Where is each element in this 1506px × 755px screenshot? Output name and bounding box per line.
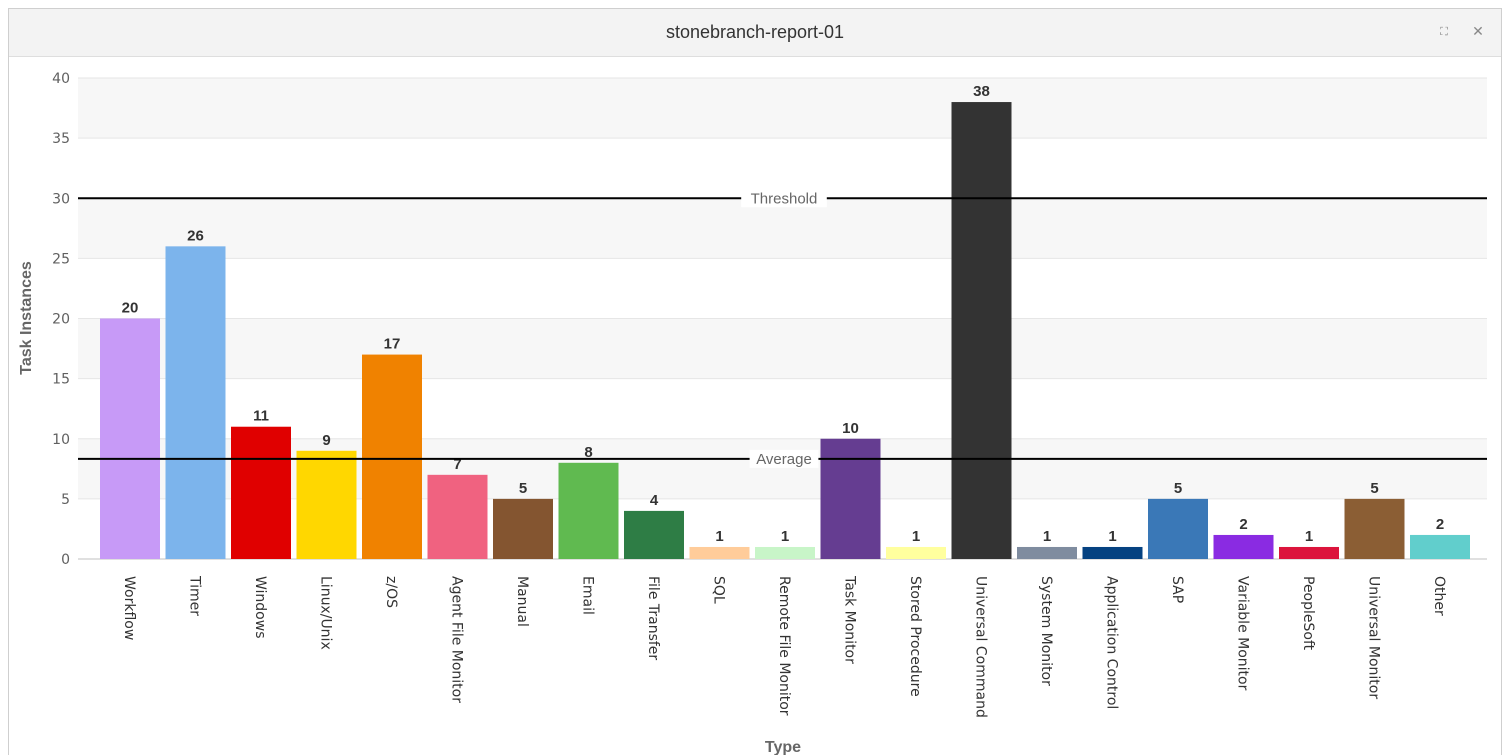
x-tick-label: z/OS <box>383 576 399 608</box>
x-tick-label: Universal Command <box>973 576 989 718</box>
y-tick-label: 10 <box>52 432 70 448</box>
x-tick-label: Task Monitor <box>842 575 858 664</box>
x-axis-categories: Workflow Timer Windows Linux/Unix z/OS Agent … <box>121 575 1447 718</box>
reference-line-label: Threshold <box>751 190 818 207</box>
y-axis-title: Task Instances <box>18 261 35 375</box>
x-axis-title: Type <box>765 739 801 755</box>
data-label: 9 <box>322 432 330 449</box>
grid-band <box>78 198 1487 259</box>
x-tick-label: Workflow <box>121 576 137 640</box>
x-tick-label: Agent File Monitor <box>449 576 465 703</box>
bar[interactable] <box>296 450 357 559</box>
data-label: 1 <box>1305 528 1313 545</box>
bar[interactable] <box>1082 546 1143 559</box>
x-tick-label: File Transfer <box>645 576 661 660</box>
window-titlebar: stonebranch-report-01 ⛶ ✕ <box>9 9 1501 57</box>
y-tick-label: 15 <box>52 372 70 388</box>
reference-line-label: Average <box>756 451 812 468</box>
data-label: 1 <box>1043 528 1051 545</box>
x-tick-label: Windows <box>252 576 268 639</box>
data-label: 1 <box>781 528 789 545</box>
bar[interactable] <box>624 510 684 559</box>
y-tick-label: 0 <box>61 552 70 568</box>
bar[interactable] <box>493 498 553 559</box>
data-label: 4 <box>650 492 659 509</box>
data-label: 5 <box>1370 480 1378 497</box>
x-tick-label: Stored Procedure <box>907 576 923 697</box>
data-label: 1 <box>1108 528 1116 545</box>
data-label: 8 <box>584 444 592 461</box>
bar[interactable] <box>1344 498 1405 559</box>
y-tick-label: 30 <box>52 191 70 207</box>
x-tick-label: Variable Monitor <box>1235 576 1251 691</box>
data-label: 5 <box>1174 480 1182 497</box>
bar[interactable] <box>820 438 881 559</box>
data-label: 2 <box>1239 516 1247 533</box>
close-icon[interactable]: ✕ <box>1472 24 1484 40</box>
x-tick-label: Email <box>580 576 596 615</box>
y-tick-label: 40 <box>52 71 70 87</box>
bar[interactable] <box>1213 534 1274 559</box>
data-label: 38 <box>973 83 990 100</box>
x-tick-label: Universal Monitor <box>1366 576 1382 699</box>
bars <box>100 102 1470 560</box>
x-tick-label: SAP <box>1169 576 1185 603</box>
bar[interactable] <box>755 546 815 559</box>
y-tick-label: 35 <box>52 131 70 147</box>
bar[interactable] <box>886 546 946 559</box>
bar[interactable] <box>427 474 488 559</box>
x-tick-label: Manual <box>514 576 530 627</box>
bar[interactable] <box>1410 534 1470 559</box>
data-label: 1 <box>715 528 723 545</box>
data-label: 7 <box>453 456 461 473</box>
y-axis-ticks: 0 5 10 15 20 25 30 35 40 <box>52 71 70 568</box>
y-tick-label: 5 <box>61 492 70 508</box>
grid-band <box>78 78 1487 139</box>
bar[interactable] <box>165 246 226 559</box>
x-tick-label: Linux/Unix <box>318 576 334 650</box>
reference-label-bg <box>741 189 827 208</box>
x-tick-label: PeopleSoft <box>1300 576 1316 651</box>
y-tick-label: 25 <box>52 251 70 267</box>
data-label: 1 <box>912 528 920 545</box>
window-title: stonebranch-report-01 <box>665 22 845 42</box>
x-tick-label: Other <box>1431 576 1447 616</box>
data-label: 5 <box>519 480 527 497</box>
expand-icon[interactable]: ⛶ <box>1440 25 1448 38</box>
x-tick-label: SQL <box>711 576 727 604</box>
bar[interactable] <box>1279 546 1339 559</box>
reference-label-bg <box>749 449 819 468</box>
bar[interactable] <box>100 318 160 560</box>
bar[interactable] <box>558 462 619 559</box>
x-tick-label: Application Control <box>1104 576 1120 709</box>
x-tick-label: Timer <box>187 575 203 616</box>
data-label: 11 <box>253 408 269 425</box>
x-tick-label: Remote File Monitor <box>776 576 792 716</box>
bar[interactable] <box>231 426 291 559</box>
grid-band <box>78 318 1487 379</box>
data-label: 2 <box>1436 516 1444 533</box>
bar[interactable] <box>689 546 750 559</box>
bar[interactable] <box>951 102 1012 560</box>
data-label: 20 <box>122 300 139 317</box>
data-label: 10 <box>842 420 859 437</box>
data-label: 17 <box>384 336 401 353</box>
data-label: 26 <box>187 227 204 244</box>
y-tick-label: 20 <box>52 312 70 328</box>
reference-lines: Threshold Average <box>78 189 1487 468</box>
bar[interactable] <box>1148 498 1208 559</box>
bar[interactable] <box>1017 546 1077 559</box>
x-tick-label: System Monitor <box>1038 576 1054 686</box>
bar[interactable] <box>362 354 422 559</box>
